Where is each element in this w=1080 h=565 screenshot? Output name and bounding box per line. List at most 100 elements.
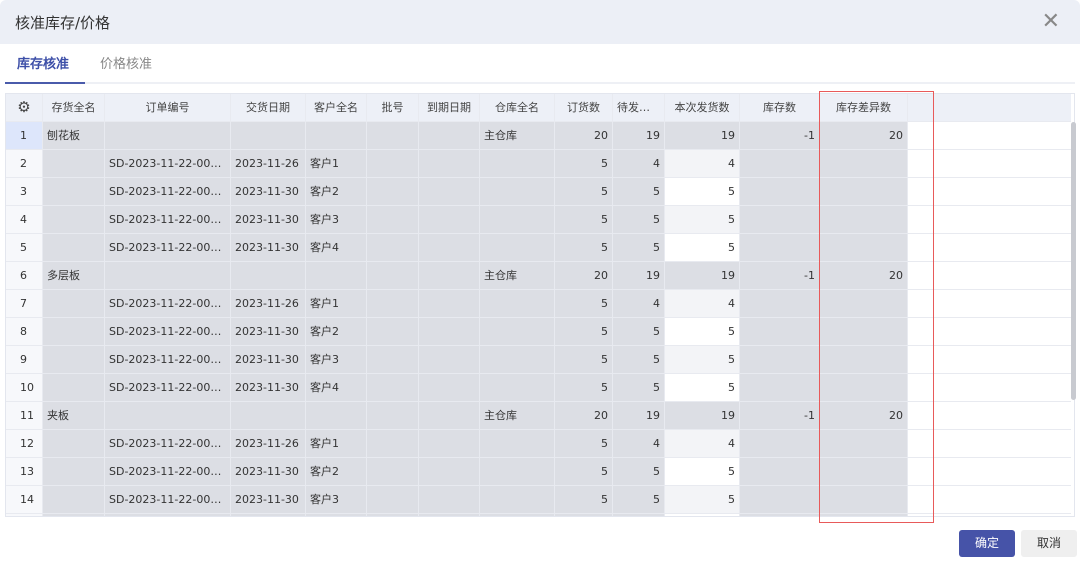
tab-price-approval[interactable]: 价格核准 — [100, 57, 153, 72]
vertical-scrollbar[interactable] — [1071, 122, 1076, 400]
row-filler — [908, 262, 1071, 290]
table-cell: 客户2 — [306, 458, 367, 486]
row-number: 7 — [6, 290, 43, 318]
table-cell — [820, 206, 908, 234]
column-header[interactable]: 到期日期 — [419, 94, 480, 122]
table-cell: 5 — [555, 318, 613, 346]
table-cell — [820, 374, 908, 402]
table-cell: 4 — [613, 150, 665, 178]
table-cell — [419, 458, 480, 486]
table-cell: 5 — [613, 206, 665, 234]
table-row[interactable]: 8 SD-2023-11-22-000... 2023-11-30 客户2 5 5 5 — [6, 318, 1071, 346]
stock-table: ⚙ 存货全名 订单编号 交货日期 客户全名 批号 到期日期 仓库全名 订货数 待发货数 本次发货数库… — [5, 93, 1075, 517]
ship-qty-input[interactable]: 5 — [665, 346, 740, 374]
table-cell — [231, 514, 306, 516]
table-cell — [419, 514, 480, 516]
tab-stock-approval[interactable]: 库存核准 — [17, 57, 70, 72]
table-cell: 5 — [613, 458, 665, 486]
ship-qty-input[interactable]: 4 — [665, 150, 740, 178]
table-cell: 5 — [555, 486, 613, 514]
table-cell: SD-2023-11-22-000... — [105, 206, 231, 234]
table-row[interactable]: 13 SD-2023-11-22-000... 2023-11-30 客户2 5 5 5 — [6, 458, 1071, 486]
row-number: 5 — [6, 234, 43, 262]
column-header[interactable]: 客户全名 — [306, 94, 367, 122]
ship-qty-input[interactable]: 4 — [665, 430, 740, 458]
table-cell: 19 — [613, 122, 665, 150]
table-cell — [105, 262, 231, 290]
table-row[interactable]: 14 SD-2023-11-22-000... 2023-11-30 客户3 5 5 5 — [6, 486, 1071, 514]
table-row[interactable]: 2 SD-2023-11-22-000... 2023-11-26 客户1 5 4 4 — [6, 150, 1071, 178]
table-cell — [419, 150, 480, 178]
row-number: 12 — [6, 430, 43, 458]
table-row[interactable]: 1 刨花板 主仓库 20 19 19 -1 20 — [6, 122, 1071, 150]
table-cell — [419, 402, 480, 430]
ship-qty-input[interactable]: 5 — [665, 206, 740, 234]
table-cell — [820, 290, 908, 318]
table-cell: 2023-11-30 — [231, 374, 306, 402]
row-number: 6 — [6, 262, 43, 290]
cancel-button[interactable]: 取消 — [1021, 530, 1077, 557]
ship-qty-input[interactable]: 5 — [665, 318, 740, 346]
column-header[interactable]: 存货全名 — [43, 94, 105, 122]
table-cell — [419, 122, 480, 150]
table-cell: 客户2 — [306, 178, 367, 206]
column-header[interactable]: 交货日期 — [231, 94, 306, 122]
table-row[interactable]: 9 SD-2023-11-22-000... 2023-11-30 客户3 5 5 5 — [6, 346, 1071, 374]
table-cell: 4 — [613, 430, 665, 458]
confirm-button[interactable]: 确定 — [959, 530, 1015, 557]
ship-qty-input: 19 — [665, 402, 740, 430]
table-cell — [820, 458, 908, 486]
row-filler — [908, 458, 1071, 486]
table-row[interactable]: 11 夹板 主仓库 20 19 19 -1 20 — [6, 402, 1071, 430]
ship-qty-input[interactable]: 5 — [665, 458, 740, 486]
column-header[interactable]: 订单编号 — [105, 94, 231, 122]
table-cell: 客户4 — [306, 374, 367, 402]
ship-qty-input[interactable]: 5 — [665, 178, 740, 206]
column-header[interactable]: 库存数 — [740, 94, 820, 122]
column-header[interactable]: 批号 — [367, 94, 419, 122]
table-row[interactable]: 7 SD-2023-11-22-000... 2023-11-26 客户1 5 4 4 — [6, 290, 1071, 318]
table-cell — [43, 430, 105, 458]
table-cell: 5 — [555, 234, 613, 262]
close-icon[interactable]: ✕ — [1041, 9, 1060, 34]
ship-qty-input[interactable]: 4 — [665, 290, 740, 318]
gear-icon[interactable]: ⚙ — [6, 94, 43, 122]
table-cell — [367, 430, 419, 458]
column-header[interactable]: 订货数 — [555, 94, 613, 122]
table-row[interactable]: 4 SD-2023-11-22-000... 2023-11-30 客户3 5 5 5 — [6, 206, 1071, 234]
ship-qty-input[interactable]: 5 — [665, 486, 740, 514]
table-cell: 5 — [613, 374, 665, 402]
table-row[interactable]: 3 SD-2023-11-22-000... 2023-11-30 客户2 5 5 5 — [6, 178, 1071, 206]
table-cell — [740, 318, 820, 346]
table-cell — [105, 122, 231, 150]
table-cell: 4 — [613, 290, 665, 318]
column-header[interactable]: 仓库全名 — [480, 94, 555, 122]
table-cell — [740, 430, 820, 458]
table-cell: 2023-11-30 — [231, 206, 306, 234]
column-header[interactable]: 待发货数 — [613, 94, 665, 122]
table-cell — [231, 122, 306, 150]
column-header[interactable]: 本次发货数 — [665, 94, 740, 122]
table-cell — [740, 514, 820, 516]
row-number: 9 — [6, 346, 43, 374]
table-cell — [419, 346, 480, 374]
table-cell: 20 — [820, 122, 908, 150]
table-cell — [740, 290, 820, 318]
table-cell — [367, 150, 419, 178]
ship-qty-input[interactable]: 5 — [665, 234, 740, 262]
column-header[interactable]: 库存差异数 — [820, 94, 908, 122]
row-filler — [908, 234, 1071, 262]
table-cell: 2023-11-30 — [231, 178, 306, 206]
row-number: 4 — [6, 206, 43, 234]
table-cell: 2023-11-30 — [231, 318, 306, 346]
table-cell — [419, 262, 480, 290]
table-cell: 20 — [555, 122, 613, 150]
table-row[interactable]: 12 SD-2023-11-22-000... 2023-11-26 客户1 5 4 4 — [6, 430, 1071, 458]
table-cell — [820, 346, 908, 374]
table-row[interactable]: 5 SD-2023-11-22-000... 2023-11-30 客户4 5 5 5 — [6, 234, 1071, 262]
table-cell — [613, 514, 665, 516]
ship-qty-input[interactable]: 5 — [665, 374, 740, 402]
table-row[interactable]: 6 多层板 主仓库 20 19 19 -1 20 — [6, 262, 1071, 290]
table-row[interactable]: 10 SD-2023-11-22-000... 2023-11-30 客户4 5 5 5 — [6, 374, 1071, 402]
table-cell — [820, 150, 908, 178]
